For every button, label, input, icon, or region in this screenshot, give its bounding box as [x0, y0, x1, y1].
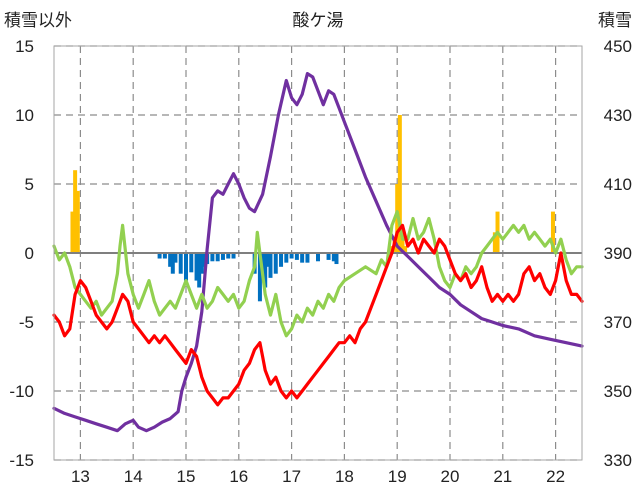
x-tick-label: 21: [493, 467, 512, 486]
bar-negative_bars: [263, 253, 268, 288]
bar-negative_bars: [226, 253, 231, 259]
bar-negative_bars: [202, 253, 207, 267]
bar-negative_bars: [231, 253, 236, 259]
bar-negative_bars: [157, 253, 162, 259]
y-left-tick-label: -5: [19, 313, 34, 332]
series-lines: [52, 71, 584, 433]
bar-negative_bars: [170, 253, 175, 274]
bar-negative_bars: [162, 253, 167, 259]
x-tick-label: 19: [388, 467, 407, 486]
right-axis-label: 積雪: [598, 11, 632, 31]
bar-negative_bars: [268, 253, 273, 278]
y-right-tick-label: 330: [604, 451, 632, 470]
x-tick-label: 20: [441, 467, 460, 486]
bar-negative_bars: [215, 253, 220, 262]
line-max_temp: [52, 210, 584, 338]
bar-negative_bars: [168, 253, 173, 267]
x-tick-label: 18: [335, 467, 354, 486]
y-left-tick-label: 5: [25, 175, 34, 194]
bar-negative_bars: [316, 253, 320, 262]
bar-negative_bars: [173, 253, 178, 263]
bar-negative_bars: [197, 253, 202, 288]
bar-negative_bars: [189, 253, 194, 273]
bar-negative_bars: [294, 253, 299, 260]
y-right-tick-label: 370: [604, 313, 632, 332]
bar-positive_bars: [70, 211, 75, 253]
bar-negative_bars: [220, 253, 225, 260]
line-min_temp: [52, 223, 584, 407]
bar-positive_bars: [397, 115, 402, 253]
x-tick-label: 15: [177, 467, 196, 486]
bar-positive_bars: [403, 246, 408, 253]
y-left-tick-label: 10: [15, 106, 34, 125]
x-tick-label: 22: [546, 467, 565, 486]
y-left-tick-label: -10: [9, 382, 34, 401]
bar-negative_bars: [284, 253, 289, 263]
y-left-tick-label: 15: [15, 37, 34, 56]
y-right-tick-label: 350: [604, 382, 632, 401]
x-tick-label: 13: [71, 467, 90, 486]
bar-positive_bars: [75, 190, 80, 253]
y-right-tick-label: 410: [604, 175, 632, 194]
line-snow_depth: [52, 71, 584, 433]
bar-negative_bars: [257, 253, 262, 302]
bar-negative_bars: [334, 253, 339, 265]
tick-labels: 13 14 15 16 17 18 19 20 21 22 15 10 5 0 -5 -10 -15 450 430…: [9, 37, 632, 486]
chart-title: 酸ケ湯: [293, 11, 344, 31]
bar-positive_bars: [400, 232, 405, 253]
bar-positive_bars: [550, 211, 555, 253]
y-left-tick-label: -15: [9, 451, 34, 470]
bar-negative_bars: [178, 253, 183, 274]
bar-negative_bars: [265, 253, 270, 267]
bar-negative_bars: [300, 253, 305, 263]
y-right-tick-label: 430: [604, 106, 632, 125]
bar-negative_bars: [184, 253, 188, 281]
x-tick-label: 14: [124, 467, 143, 486]
bar-negative_bars: [305, 253, 310, 263]
y-right-tick-label: 450: [604, 37, 632, 56]
bar-negative_bars: [194, 253, 199, 281]
y-left-tick-label: 0: [25, 244, 34, 263]
bar-negative_bars: [279, 253, 284, 267]
x-tick-label: 17: [282, 467, 301, 486]
bar-negative_bars: [331, 253, 336, 262]
bar-negative_bars: [273, 253, 278, 274]
bar-positive_bars: [73, 170, 78, 253]
y-right-tick-label: 390: [604, 244, 632, 263]
bar-positive_bars: [492, 232, 497, 253]
bar-negative_bars: [326, 253, 331, 260]
plot-frame: [53, 45, 583, 461]
bar-negative_bars: [199, 253, 204, 274]
x-tick-label: 16: [229, 467, 248, 486]
left-axis-label: 積雪以外: [4, 11, 72, 31]
bar-negative_bars: [289, 253, 294, 259]
bar-negative_bars: [210, 253, 215, 262]
